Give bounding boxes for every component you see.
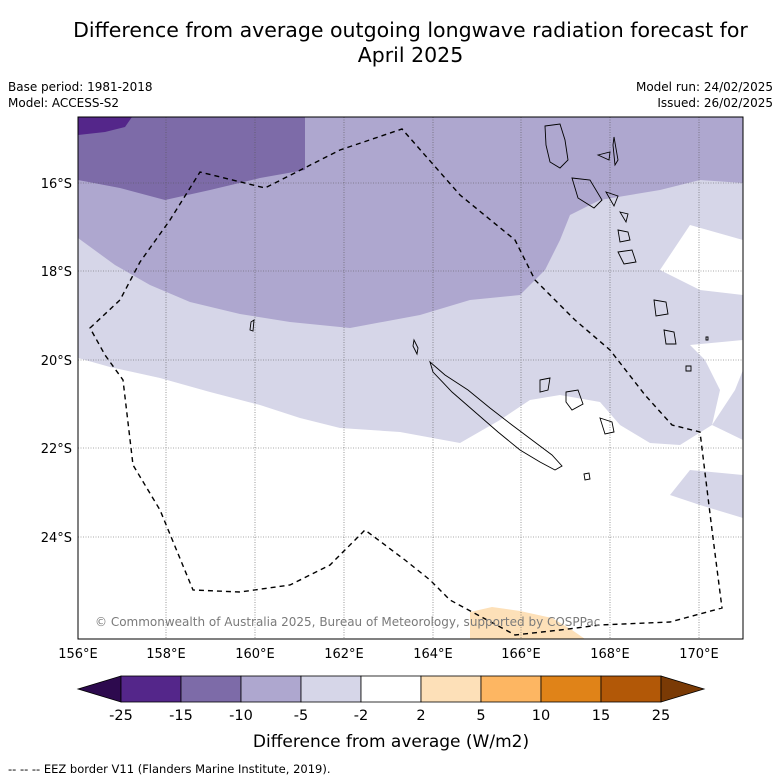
chesterfield-islands <box>249 319 255 332</box>
meta-left: Base period: 1981-2018 Model: ACCESS-S2 <box>8 79 153 111</box>
belep-islands <box>412 338 419 356</box>
small-islet-2 <box>705 336 709 341</box>
base-period: Base period: 1981-2018 <box>8 80 153 94</box>
lat-tick-16s: 16°S <box>41 177 72 192</box>
lon-tick-160e: 160°E <box>235 647 275 662</box>
lon-tick-168e: 168°E <box>590 647 630 662</box>
vanuatu-ambrym <box>605 191 619 208</box>
issued-date: Issued: 26/02/2025 <box>657 96 773 110</box>
colorbar-swatch-1 <box>120 675 182 703</box>
colorbar-tick-0: -25 <box>109 708 133 724</box>
model-name: Model: ACCESS-S2 <box>8 96 120 110</box>
map-plot-area: © Commonwealth of Australia 2025, Bureau… <box>78 117 743 639</box>
lat-tick-18s: 18°S <box>41 265 72 280</box>
lon-tick-164e: 164°E <box>413 647 453 662</box>
anomaly-band-plus2-plus5 <box>470 607 585 639</box>
lon-tick-156e: 156°E <box>58 647 98 662</box>
colorbar-extend-high <box>660 675 706 703</box>
lat-tick-24s: 24°S <box>41 531 72 546</box>
lat-tick-22s: 22°S <box>41 442 72 457</box>
colorbar-ticks: -25 -15 -10 -5 -2 2 5 10 15 25 <box>109 708 670 724</box>
small-islet-1 <box>685 365 692 372</box>
loyalty-islands <box>539 377 615 435</box>
colorbar-tick-5: 2 <box>416 708 425 724</box>
anomaly-band-minus15-minus10 <box>78 117 305 200</box>
colorbar-swatch-3 <box>240 675 302 703</box>
map-title: Difference from average outgoing longwav… <box>40 18 781 68</box>
vanuatu-malakula <box>571 177 603 209</box>
colorbar-tick-7: 10 <box>532 708 550 724</box>
new-caledonia-island <box>429 360 563 471</box>
gridlines <box>78 117 743 639</box>
colorbar-tick-8: 15 <box>592 708 610 724</box>
colorbar-swatch-8 <box>540 675 602 703</box>
colorbar-tick-4: -2 <box>354 708 368 724</box>
meta-right: Model run: 24/02/2025 Issued: 26/02/2025 <box>636 79 773 111</box>
lon-tick-170e: 170°E <box>679 647 719 662</box>
lat-tick-labels: 16°S 18°S 20°S 22°S 24°S <box>41 177 72 546</box>
colorbar-tick-2: -10 <box>229 708 253 724</box>
colorbar-label: Difference from average (W/m2) <box>253 732 529 752</box>
anomaly-band-minus25-minus15 <box>78 117 132 135</box>
colorbar-swatch-9 <box>600 675 662 703</box>
colorbar-swatch-2 <box>180 675 242 703</box>
title-line-1: Difference from average outgoing longwav… <box>73 18 748 42</box>
vanuatu-epi <box>619 211 629 224</box>
vanuatu-maewo <box>596 151 611 161</box>
vanuatu-efate <box>617 229 631 243</box>
colorbar: -25 -15 -10 -5 -2 2 5 10 15 25 Differenc… <box>76 675 706 752</box>
lat-tick-20s: 20°S <box>41 354 72 369</box>
title-line-2: April 2025 <box>357 43 464 67</box>
copyright-notice: © Commonwealth of Australia 2025, Bureau… <box>95 615 600 629</box>
colorbar-swatch-5 <box>360 675 422 703</box>
lon-tick-166e: 166°E <box>501 647 541 662</box>
colorbar-swatch-7 <box>480 675 542 703</box>
colorbar-tick-3: -5 <box>294 708 308 724</box>
colorbar-swatch-4 <box>300 675 362 703</box>
eez-border <box>89 128 723 636</box>
vanuatu-aneityum <box>663 329 677 345</box>
colorbar-extend-low <box>76 675 122 703</box>
lon-tick-162e: 162°E <box>324 647 364 662</box>
colorbar-tick-9: 25 <box>652 708 670 724</box>
vanuatu-pentecost <box>612 136 619 167</box>
lon-tick-labels: 156°E 158°E 160°E 162°E 164°E 166°E 168°… <box>58 647 719 662</box>
model-run: Model run: 24/02/2025 <box>635 80 773 94</box>
lon-tick-158e: 158°E <box>146 647 186 662</box>
map-frame <box>77 116 744 640</box>
colorbar-tick-6: 5 <box>476 708 485 724</box>
isle-of-pines-island <box>583 472 591 481</box>
vanuatu-espiritu-santo <box>544 123 569 169</box>
colorbar-swatch-6 <box>420 675 482 703</box>
vanuatu-erromango <box>617 249 637 265</box>
colorbar-tick-1: -15 <box>169 708 193 724</box>
vanuatu-tanna <box>653 299 669 317</box>
islands <box>249 123 709 481</box>
eez-legend-note: -- -- -- EEZ border V11 (Flanders Marine… <box>8 762 331 776</box>
